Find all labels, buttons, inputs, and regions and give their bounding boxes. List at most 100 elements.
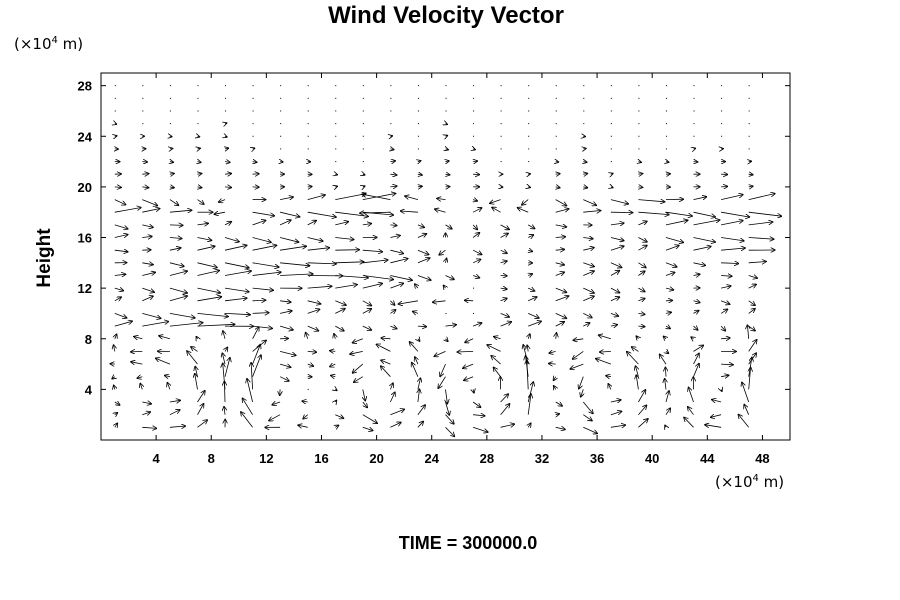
vector-arrow (473, 161, 477, 162)
vector-arrow (390, 310, 396, 314)
vector-arrow (688, 407, 694, 415)
vector-arrow (415, 284, 418, 288)
vector-arrow (572, 351, 584, 359)
vector-arrow (638, 200, 664, 202)
vector-arrow (693, 363, 700, 377)
vector-arrow (418, 389, 420, 403)
vector-arrow (747, 325, 748, 339)
vector-arrow (666, 326, 670, 329)
vector-arrow (555, 296, 569, 302)
vector-arrow (638, 221, 647, 225)
vector-arrow (307, 248, 330, 251)
vector-arrow (598, 335, 612, 340)
vector-arrow (583, 271, 594, 276)
vector-arrow (362, 193, 396, 200)
vector-arrow (362, 309, 372, 314)
vector-arrow (472, 259, 481, 263)
vector-arrow (112, 377, 115, 379)
vector-arrow (432, 301, 446, 303)
vector-arrow (439, 249, 446, 255)
vector-arrow (472, 276, 480, 278)
vector-arrow (691, 337, 694, 339)
vector-arrow (302, 401, 308, 402)
vector-arrow (335, 194, 366, 200)
vector-arrow (197, 287, 221, 293)
vector-arrow (252, 262, 279, 267)
vector-arrow (666, 351, 669, 353)
vector-arrow (582, 401, 593, 414)
vector-arrow (693, 345, 704, 352)
vector-arrow (579, 376, 584, 389)
vector-arrow (164, 375, 170, 376)
vector-arrow (252, 211, 275, 216)
vector-arrow (517, 208, 529, 213)
y-tick-label: 4 (85, 382, 93, 397)
vector-arrow (307, 351, 317, 352)
vector-arrow (472, 208, 482, 213)
vector-arrow (197, 271, 220, 276)
vector-arrow (224, 357, 230, 377)
vector-arrow (114, 313, 127, 318)
vector-arrow (721, 186, 728, 187)
vector-arrow (252, 355, 262, 377)
vector-arrow (610, 411, 622, 416)
vector-arrow (583, 414, 592, 421)
vector-arrow (500, 224, 510, 230)
vector-arrow (528, 288, 535, 291)
vector-arrow (140, 383, 142, 390)
vector-arrow (307, 364, 314, 366)
vector-arrow (390, 259, 408, 264)
vector-arrow (500, 394, 509, 403)
vector-arrow (705, 425, 722, 428)
vector-arrow (405, 196, 419, 200)
vector-arrow (522, 199, 529, 206)
vector-arrow (307, 263, 337, 264)
vector-arrow (636, 336, 638, 339)
vector-arrow (712, 400, 722, 403)
vector-arrow (638, 288, 645, 292)
vector-arrow (693, 274, 701, 275)
vector-arrow (142, 402, 151, 404)
vector-arrow (523, 345, 529, 365)
vector-arrow (197, 223, 209, 225)
vector-arrow (748, 238, 774, 240)
vector-arrow (721, 221, 743, 226)
vector-arrow (487, 345, 501, 352)
vector-arrow (115, 124, 117, 125)
y-tick-label: 24 (78, 129, 93, 144)
vector-arrow (330, 351, 336, 352)
vector-arrow (114, 187, 122, 188)
x-tick-label: 4 (153, 451, 161, 466)
vector-arrow (170, 162, 174, 163)
vector-arrow (446, 258, 447, 263)
vector-arrow (500, 298, 508, 301)
vector-arrow (744, 404, 750, 415)
vector-arrow (335, 276, 368, 278)
vector-arrow (583, 313, 592, 317)
y-tick-label: 28 (78, 79, 92, 94)
vector-arrow (583, 187, 587, 188)
vector-arrow (472, 233, 480, 238)
vector-arrow (748, 194, 775, 200)
vector-arrow (280, 246, 306, 251)
vector-arrow (555, 287, 567, 292)
vector-arrow (390, 186, 397, 187)
x-axis-ticks: 4 8 12 16 20 24 28 32 36 40 44 48 (153, 73, 770, 466)
vector-arrow (335, 309, 345, 314)
vector-arrow (665, 211, 692, 216)
vector-arrow (197, 238, 212, 241)
vector-arrow (223, 331, 225, 339)
vector-arrow (527, 382, 533, 403)
vector-arrow (556, 414, 560, 415)
vector-arrow (638, 298, 645, 300)
vector-arrow (224, 222, 232, 225)
y-tick-label: 16 (78, 231, 92, 246)
vector-arrow (169, 210, 192, 212)
vector-arrow (443, 285, 445, 288)
vector-arrow (131, 362, 143, 364)
vector-arrow (198, 162, 202, 163)
vector-arrow (335, 389, 337, 390)
vector-arrow (279, 376, 289, 381)
vector-arrow (224, 162, 230, 163)
vector-arrow (500, 250, 508, 253)
